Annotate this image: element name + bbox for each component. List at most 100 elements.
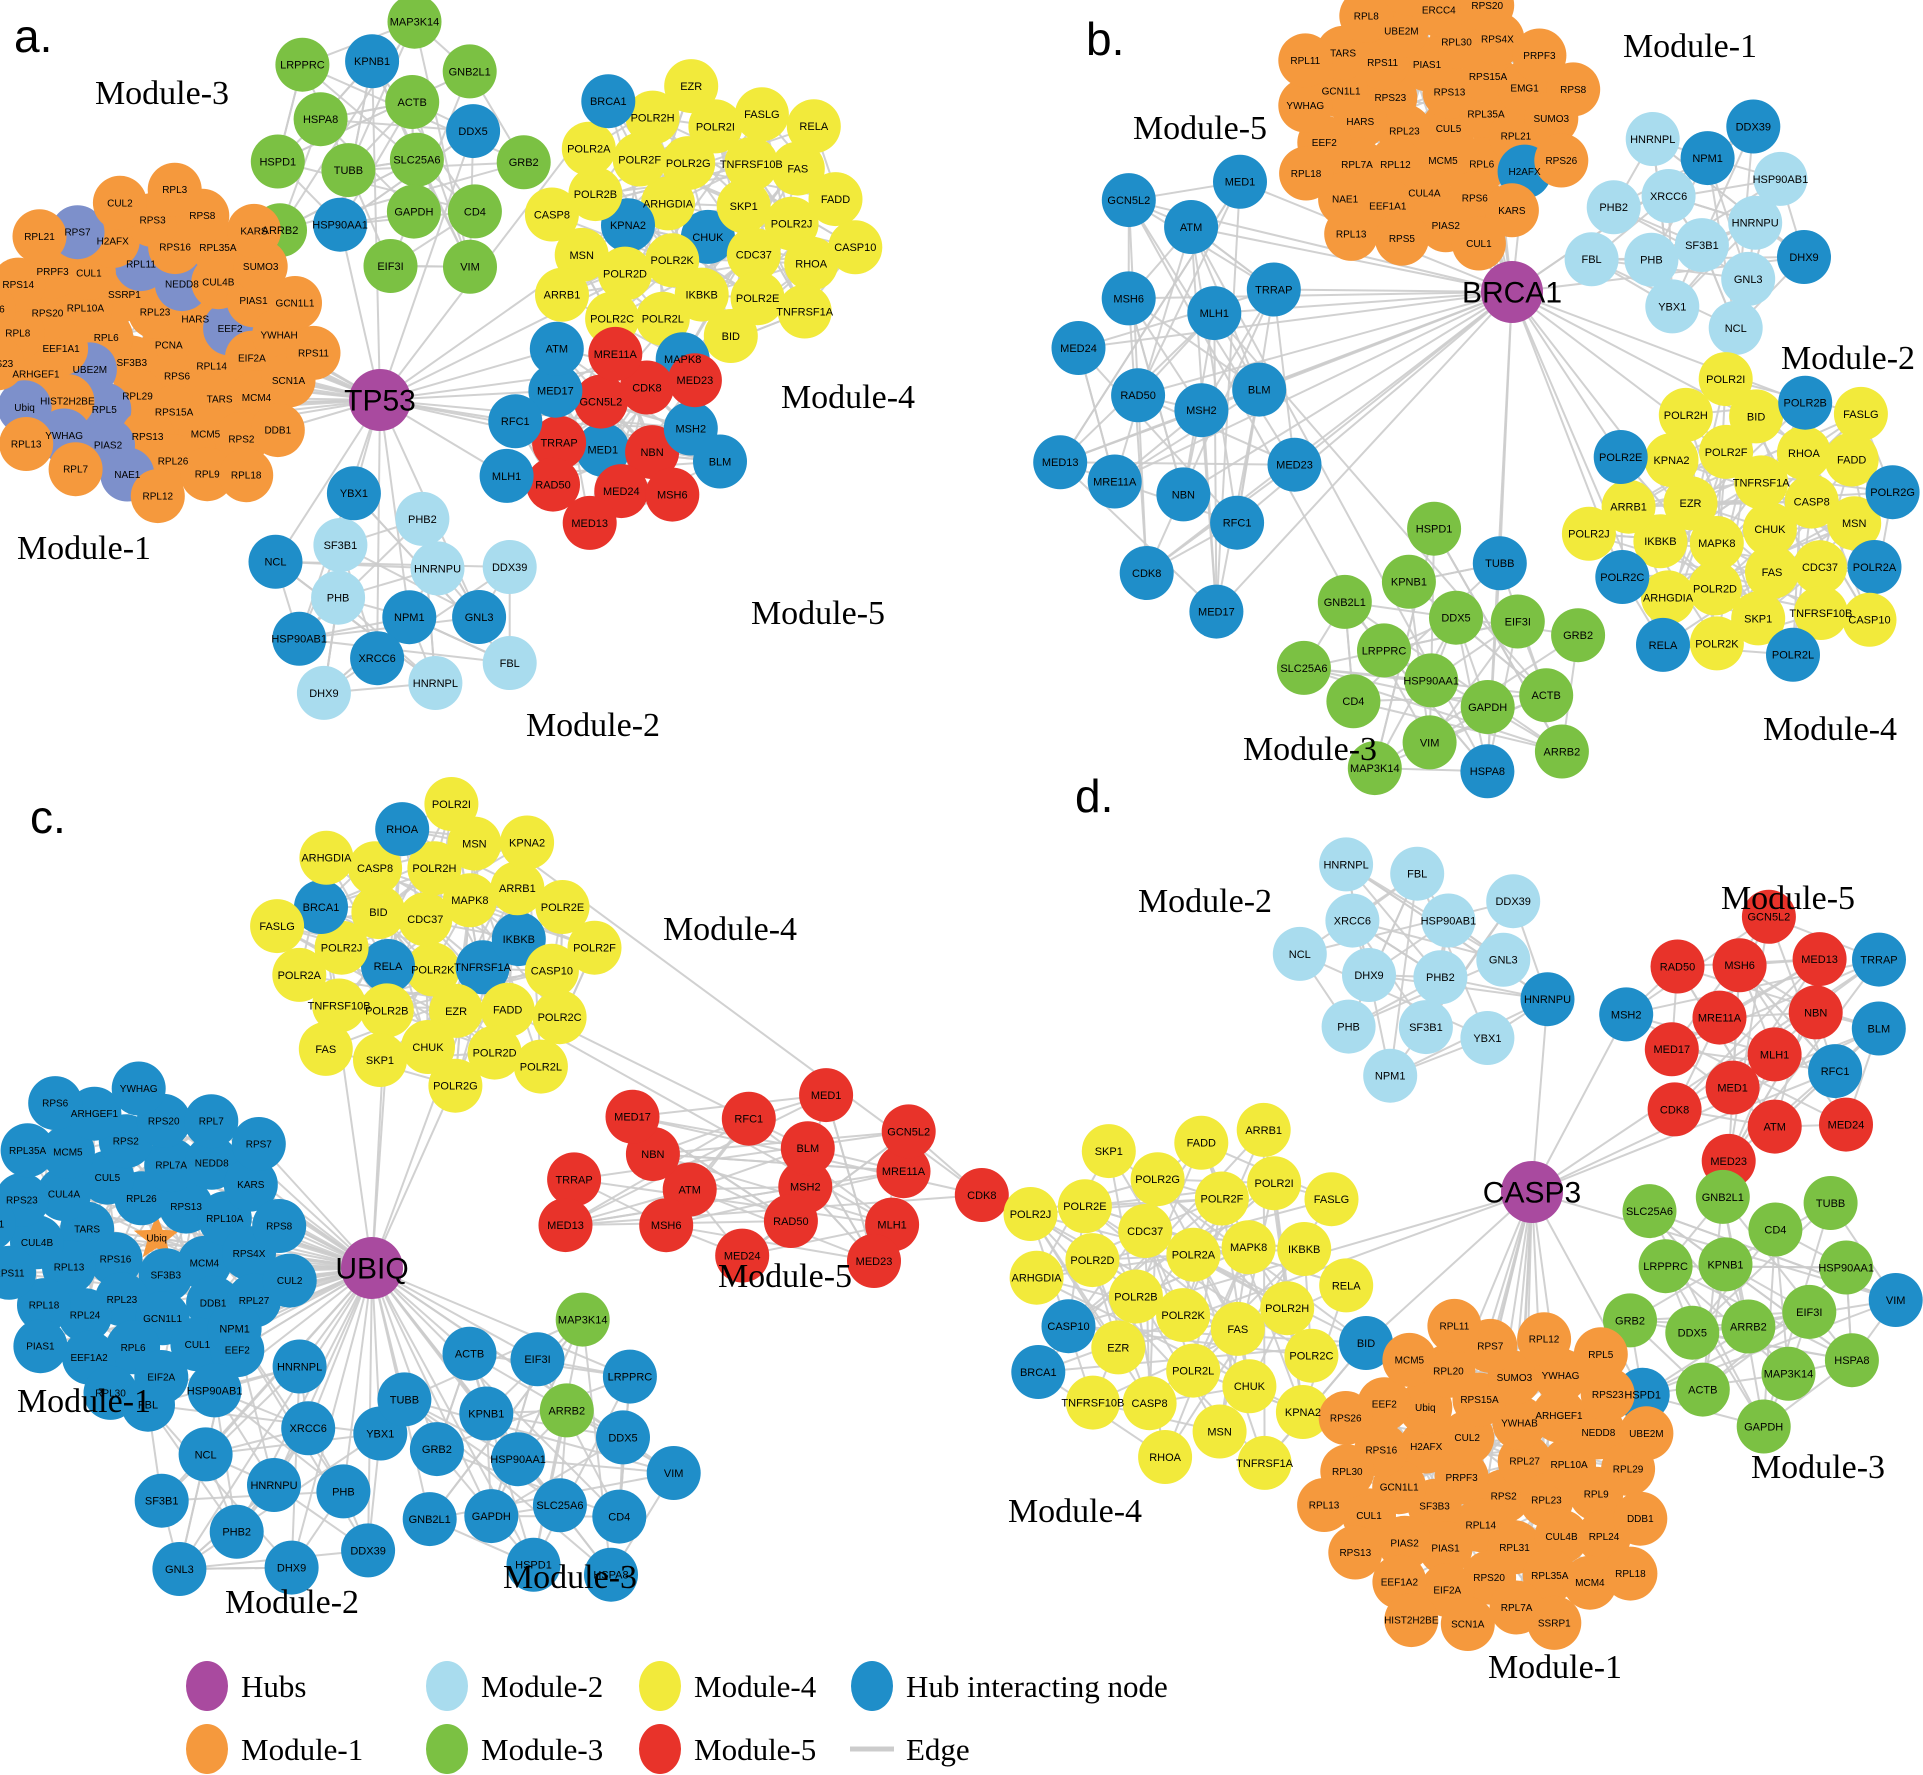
node-MCM4[interactable] [1562,1555,1617,1610]
node-HSPA8[interactable] [584,1547,638,1602]
node-TNFRSF1A[interactable] [1237,1435,1292,1490]
node-ARRB2[interactable] [1721,1299,1776,1354]
node-EIF3I[interactable] [1490,594,1545,649]
node-ERCC4[interactable] [1411,0,1466,37]
node-ARRB2[interactable] [1534,724,1589,779]
node-HSP90AA1[interactable] [313,197,368,252]
node-KARS[interactable] [1484,183,1539,238]
node-HNRNPL[interactable] [272,1339,327,1394]
node-EIF3I[interactable] [1782,1284,1837,1339]
node-SF3B1[interactable] [1674,218,1729,273]
node-CASP8[interactable] [1784,474,1839,529]
node-MAPK8[interactable] [442,873,497,928]
node-RAD50[interactable] [1111,368,1166,423]
node-CD4[interactable] [1326,674,1381,729]
node-POLR2I[interactable] [424,777,479,831]
node-YBX1[interactable] [1460,1011,1515,1065]
node-POLR2C[interactable] [1284,1328,1339,1383]
node-PIAS1[interactable] [13,1319,68,1374]
node-SKP1[interactable] [1731,591,1786,646]
node-GNL3[interactable] [152,1542,207,1596]
node-BID[interactable] [703,309,758,363]
node-KPNA2[interactable] [500,815,555,870]
node-HIST2H2BE[interactable] [1384,1593,1439,1648]
node-FADD[interactable] [808,172,863,227]
node-RPS26[interactable] [1534,133,1589,188]
node-PIAS1[interactable] [1418,1521,1473,1576]
node-HNRNPL[interactable] [1319,837,1374,892]
node-FASLG[interactable] [250,899,305,954]
node-IKBKB[interactable] [674,267,729,322]
node-MSN[interactable] [554,227,609,282]
node-MAP3K14[interactable] [1761,1346,1816,1401]
node-SKP1[interactable] [353,1033,407,1087]
node-POLR2J[interactable] [1003,1187,1058,1241]
node-SKP1[interactable] [1081,1124,1136,1179]
node-POLR2I[interactable] [1698,352,1753,407]
node-MED17[interactable] [1644,1022,1699,1077]
node-HSPA8[interactable] [1824,1333,1879,1388]
node-NBN[interactable] [1788,985,1843,1040]
node-DDX5[interactable] [446,104,501,159]
node-TNFRSF1A[interactable] [455,940,510,995]
node-POLR2J[interactable] [314,920,369,975]
node-TRRAP[interactable] [547,1152,602,1207]
node-MSH6[interactable] [1101,271,1156,326]
node-FAS[interactable] [770,141,825,196]
node-FBL[interactable] [1564,232,1619,287]
node-HSPD1[interactable] [250,134,305,189]
node-ACTB[interactable] [385,75,440,129]
node-MSH6[interactable] [639,1198,694,1253]
node-FADD[interactable] [1174,1115,1229,1170]
node-POLR2A[interactable] [1166,1227,1221,1282]
node-CASP10[interactable] [1842,592,1897,647]
node-MED23[interactable] [847,1234,901,1288]
node-MAPK8[interactable] [1221,1220,1276,1275]
node-POLR2F[interactable] [612,132,667,187]
node-RELA[interactable] [1319,1258,1374,1313]
node-LRPPRC[interactable] [602,1349,657,1404]
node-TRRAP[interactable] [532,415,587,470]
node-ARHGDIA[interactable] [641,176,695,231]
node-ACTB[interactable] [1675,1362,1730,1417]
node-RFC1[interactable] [721,1091,776,1146]
node-HSP90AA1[interactable] [1404,653,1459,708]
node-MRE11A[interactable] [1087,454,1142,509]
node-MED1[interactable] [799,1068,854,1123]
node-RPL18[interactable] [17,1278,71,1333]
node-CUL1[interactable] [1451,216,1506,271]
hub-node-UBIQ[interactable] [341,1237,403,1299]
node-MED24[interactable] [1051,321,1106,375]
node-RPS26[interactable] [0,282,16,336]
node-NBN[interactable] [1156,467,1211,522]
node-TUBB[interactable] [377,1372,432,1427]
node-MRE11A[interactable] [1692,990,1747,1045]
node-CDC37[interactable] [1793,540,1847,595]
node-FASLG[interactable] [734,87,789,142]
node-NCL[interactable] [1272,926,1327,981]
node-DHX9[interactable] [1777,230,1831,284]
node-PRPF3[interactable] [1512,28,1567,83]
node-VIM[interactable] [1402,715,1457,770]
node-POLR2F[interactable] [1699,424,1754,479]
node-SLC25A6[interactable] [1622,1184,1677,1239]
node-BLM[interactable] [1851,1001,1906,1056]
node-POLR2F[interactable] [567,920,622,975]
node-UBE2M[interactable] [1619,1406,1674,1461]
node-MED1[interactable] [575,422,630,477]
node-ATM[interactable] [529,321,584,376]
node-CASP8[interactable] [524,187,579,242]
node-POLR2F[interactable] [1194,1171,1249,1226]
node-KPNA2[interactable] [1275,1385,1330,1439]
node-CHUK[interactable] [1742,502,1797,557]
node-RHOA[interactable] [1776,425,1831,480]
node-MLH1[interactable] [1187,286,1242,341]
node-TRRAP[interactable] [1852,932,1906,987]
node-HNRNPU[interactable] [1520,972,1575,1027]
node-CDK8[interactable] [619,360,674,415]
node-PHB[interactable] [1624,232,1679,287]
node-GCN5L2[interactable] [881,1104,936,1159]
node-HNRNPL[interactable] [1625,112,1680,166]
node-ATM[interactable] [1747,1099,1802,1154]
node-ARRB1[interactable] [1601,479,1656,534]
